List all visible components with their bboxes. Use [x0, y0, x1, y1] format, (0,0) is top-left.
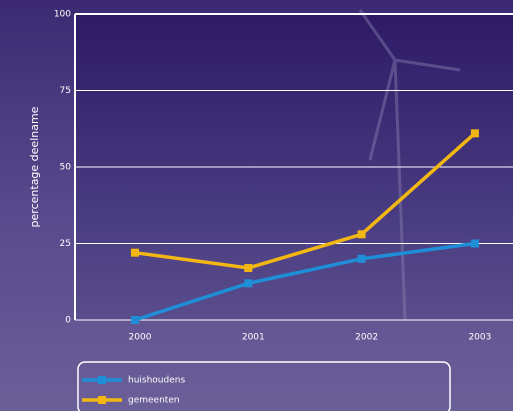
x-tick-label: 2003 — [468, 333, 491, 343]
x-tick-label: 2002 — [355, 333, 378, 343]
legend-marker — [98, 396, 106, 404]
x-tick-label: 2000 — [129, 333, 152, 343]
chart: percentage deelname 0 25 50 75 100 2000 2001 20… — [0, 0, 513, 411]
y-tick-label: 25 — [60, 239, 71, 249]
data-point — [131, 316, 139, 324]
y-tick-label: 75 — [60, 86, 71, 96]
x-tick-label: 2001 — [242, 333, 265, 343]
data-point — [358, 230, 366, 238]
y-tick-label: 0 — [65, 316, 71, 326]
data-point — [244, 264, 252, 272]
data-point — [471, 129, 479, 137]
y-axis-label: percentage deelname — [28, 106, 41, 227]
y-tick-label: 100 — [54, 10, 71, 20]
y-tick-label: 50 — [60, 163, 72, 173]
legend-marker — [98, 376, 106, 384]
data-point — [131, 249, 139, 257]
legend-label: gemeenten — [128, 396, 180, 406]
data-point — [471, 240, 479, 248]
legend-label: huishoudens — [128, 376, 185, 386]
data-point — [358, 255, 366, 263]
data-point — [244, 279, 252, 287]
